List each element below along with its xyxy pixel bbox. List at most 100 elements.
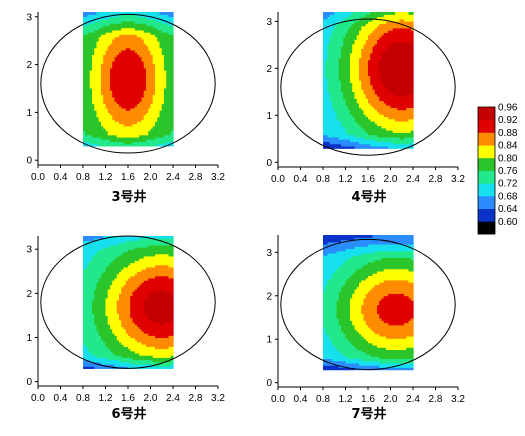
heat-cell bbox=[166, 52, 170, 55]
heat-cell bbox=[155, 85, 158, 89]
heat-cell bbox=[168, 67, 172, 71]
heat-cell bbox=[399, 143, 403, 147]
heat-cell bbox=[103, 45, 107, 49]
heat-cell bbox=[98, 36, 102, 40]
heat-cell bbox=[146, 110, 149, 113]
heat-cell bbox=[141, 76, 145, 80]
heat-cell bbox=[363, 141, 367, 145]
heat-cell bbox=[399, 64, 403, 68]
heat-cell bbox=[347, 132, 351, 136]
heat-cell bbox=[359, 145, 362, 149]
heat-cell bbox=[152, 38, 156, 42]
heat-cell bbox=[338, 89, 342, 93]
heat-cell bbox=[152, 81, 156, 84]
heat-cell bbox=[157, 87, 161, 91]
heat-cell bbox=[390, 39, 394, 43]
heat-cell bbox=[125, 36, 129, 40]
heat-cell bbox=[406, 109, 410, 113]
heat-cell bbox=[112, 20, 116, 24]
heat-cell bbox=[98, 136, 102, 140]
heat-cell bbox=[383, 48, 387, 52]
heat-cell bbox=[374, 132, 378, 136]
heat-cell bbox=[101, 25, 104, 29]
heat-cell bbox=[332, 71, 335, 74]
heat-cell bbox=[327, 52, 331, 56]
heat-cell bbox=[119, 125, 122, 129]
heat-cell bbox=[410, 93, 414, 97]
heat-cell bbox=[345, 143, 349, 147]
heat-cell bbox=[128, 103, 131, 107]
heat-cell bbox=[128, 81, 131, 84]
heat-cell bbox=[390, 43, 394, 47]
heat-cell bbox=[123, 38, 127, 42]
heat-cell bbox=[161, 96, 165, 100]
heat-cell bbox=[85, 125, 89, 129]
heat-cell bbox=[155, 41, 158, 44]
heat-cell bbox=[372, 145, 376, 149]
heat-cell bbox=[325, 116, 329, 120]
heat-cell bbox=[123, 72, 127, 76]
heat-cell bbox=[350, 80, 353, 83]
heat-cell bbox=[395, 82, 398, 86]
heat-cell bbox=[408, 55, 412, 58]
heat-cell bbox=[143, 29, 147, 33]
heat-cell bbox=[114, 143, 118, 147]
heat-cell bbox=[325, 102, 329, 106]
heat-cell bbox=[356, 139, 360, 142]
heat-cell bbox=[137, 65, 140, 69]
heat-cell bbox=[399, 123, 403, 127]
heat-cell bbox=[161, 105, 165, 109]
heat-cell bbox=[157, 92, 161, 96]
heat-cell bbox=[392, 116, 396, 120]
heat-cell bbox=[399, 100, 403, 104]
heat-cell bbox=[388, 23, 392, 27]
heat-cell bbox=[96, 114, 100, 118]
heat-cell bbox=[401, 46, 405, 49]
heat-cell bbox=[404, 75, 407, 79]
heat-cell bbox=[347, 61, 351, 65]
heat-cell bbox=[379, 64, 383, 68]
heat-cell bbox=[370, 132, 374, 136]
heat-cell bbox=[392, 39, 396, 43]
heat-cell bbox=[123, 125, 127, 129]
heat-cell bbox=[155, 74, 158, 78]
heat-cell bbox=[116, 119, 120, 122]
heat-cell bbox=[146, 143, 149, 147]
heat-cell bbox=[161, 123, 165, 127]
heat-cell bbox=[359, 77, 362, 81]
heat-cell bbox=[386, 55, 389, 58]
heat-cell bbox=[137, 61, 140, 64]
heat-cell bbox=[107, 92, 111, 96]
heat-cell bbox=[406, 59, 410, 63]
heat-cell bbox=[392, 132, 396, 136]
heat-cell bbox=[386, 25, 389, 29]
heat-cell bbox=[334, 21, 338, 24]
heat-cell bbox=[161, 81, 165, 84]
heat-cell bbox=[408, 86, 412, 90]
heat-cell bbox=[406, 39, 410, 43]
heat-cell bbox=[152, 85, 156, 89]
heat-cell bbox=[146, 90, 149, 93]
heat-cell bbox=[338, 134, 342, 138]
heat-cell bbox=[83, 352, 86, 356]
heat-cell bbox=[395, 134, 398, 138]
heat-cell bbox=[377, 21, 380, 24]
heat-cell bbox=[150, 56, 154, 60]
heat-cell bbox=[92, 38, 95, 42]
heat-cell bbox=[334, 91, 338, 95]
heat-cell bbox=[85, 72, 89, 76]
heat-cell bbox=[116, 112, 120, 116]
heat-cell bbox=[137, 125, 140, 129]
heat-cell bbox=[87, 29, 91, 33]
heat-cell bbox=[152, 74, 156, 78]
heat-cell bbox=[87, 16, 91, 20]
heat-cell bbox=[379, 50, 383, 54]
heat-cell bbox=[110, 85, 113, 89]
heat-cell bbox=[325, 36, 329, 40]
heat-cell bbox=[377, 36, 380, 40]
heat-cell bbox=[381, 141, 385, 145]
heat-cell bbox=[148, 141, 152, 145]
heat-cell bbox=[155, 61, 158, 64]
heat-cell bbox=[101, 128, 104, 131]
heat-cell bbox=[388, 77, 392, 81]
